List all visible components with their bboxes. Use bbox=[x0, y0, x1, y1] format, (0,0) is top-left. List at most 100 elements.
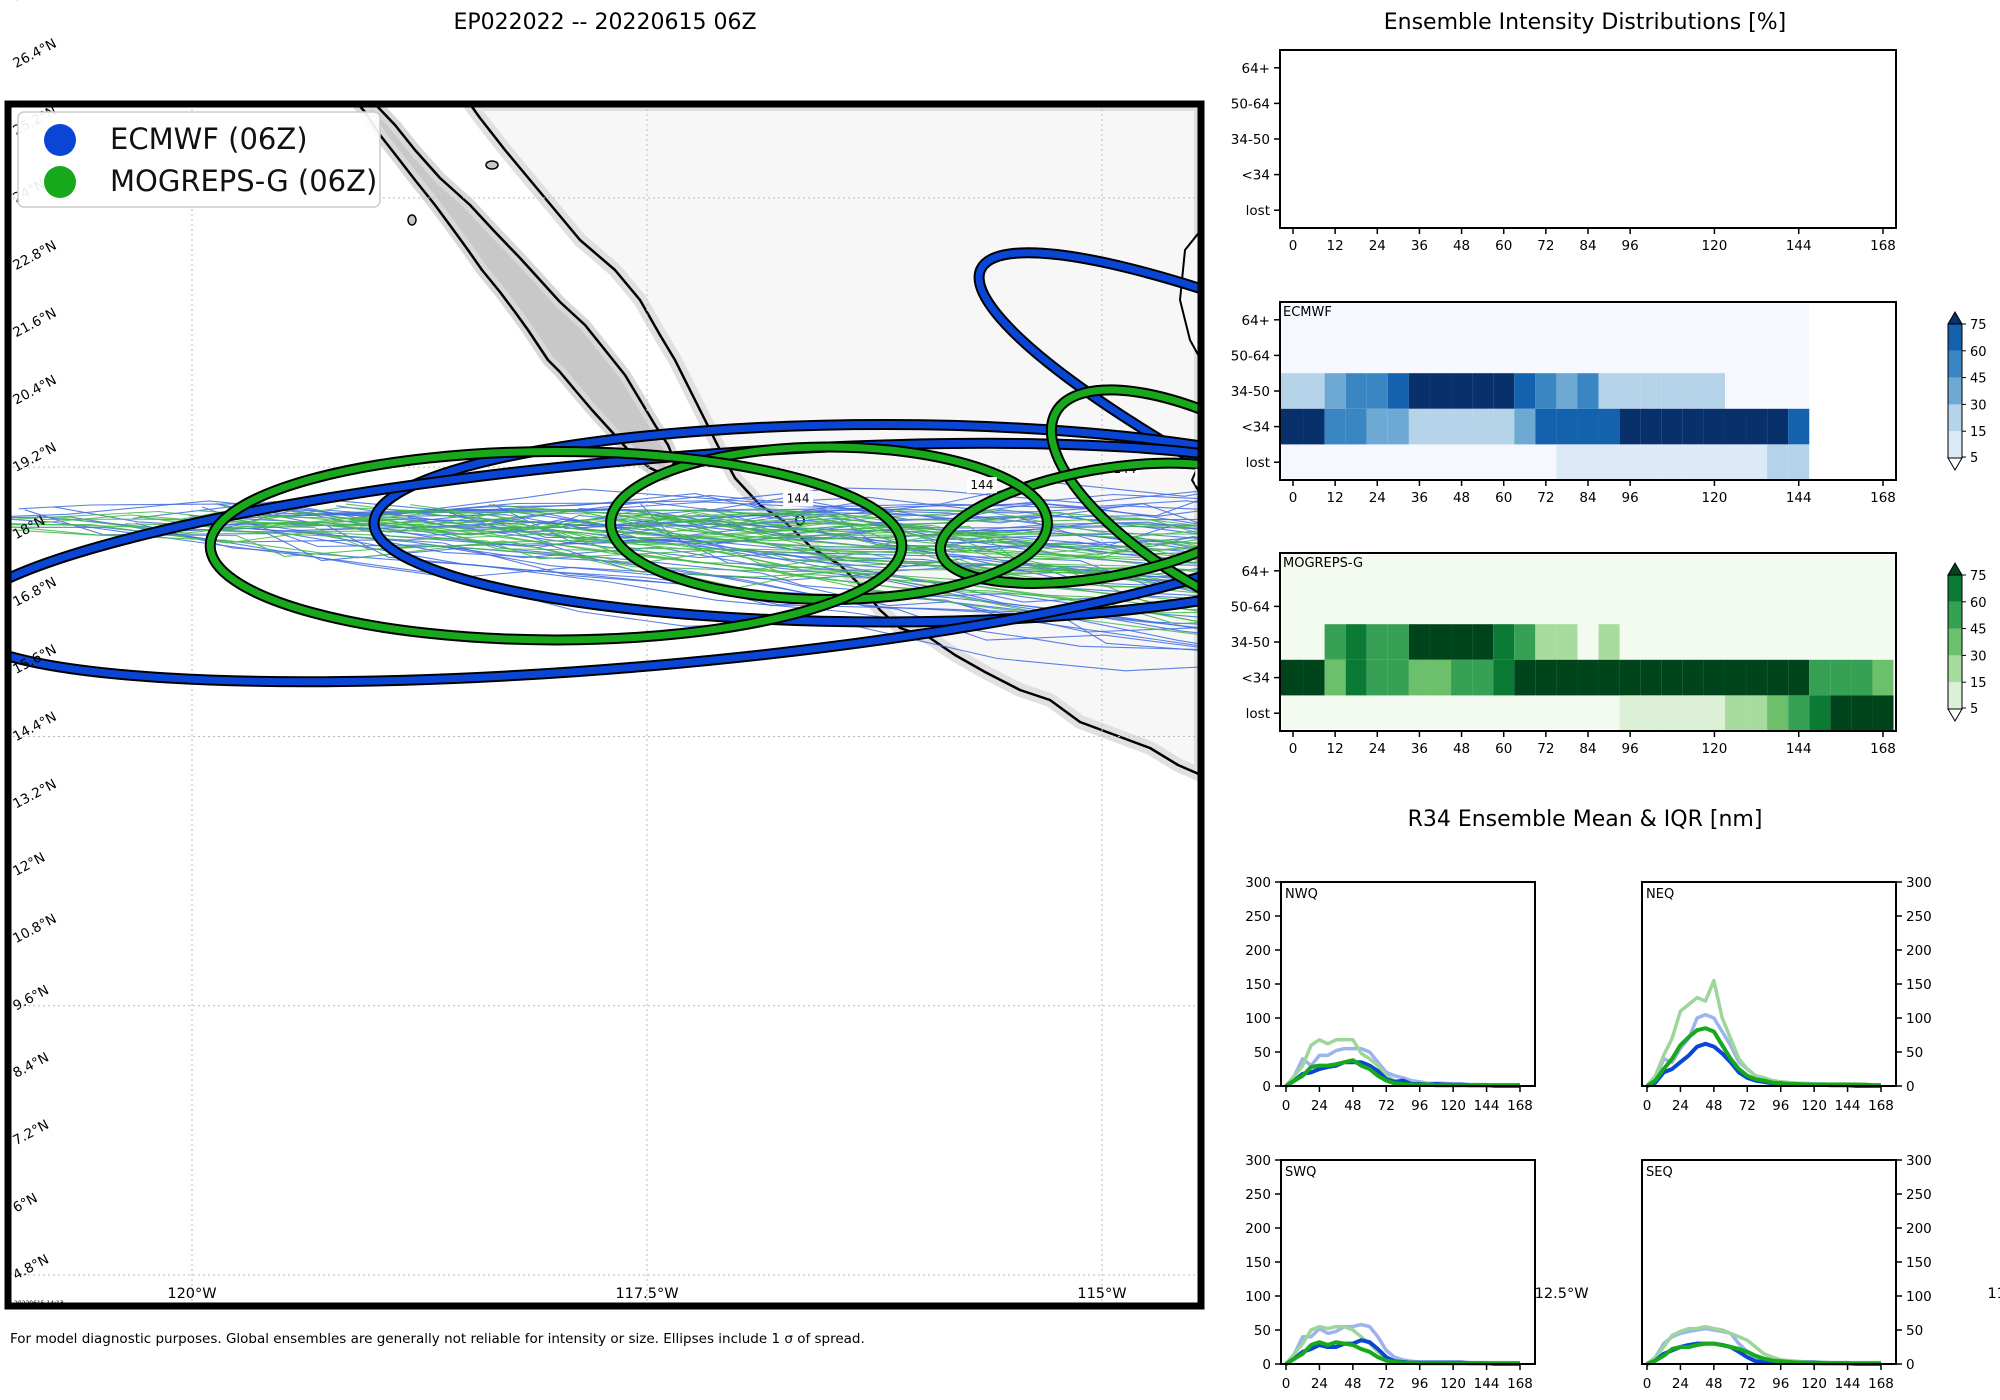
intensity-x-tick: 48 bbox=[1453, 238, 1470, 254]
intensity-x-tick: 0 bbox=[1289, 490, 1298, 506]
intensity-cell bbox=[1872, 659, 1894, 696]
intensity-cell bbox=[1535, 408, 1557, 445]
ellipse-hour-label: 144 bbox=[787, 492, 810, 506]
intensity-x-tick: 144 bbox=[1786, 741, 1812, 757]
intensity-cell bbox=[1281, 373, 1304, 409]
intensity-cell bbox=[1556, 624, 1578, 660]
intensity-cell bbox=[1493, 659, 1515, 696]
r34-x-tick: 24 bbox=[1311, 1098, 1328, 1114]
intensity-cell bbox=[1514, 373, 1536, 409]
intensity-cell bbox=[1493, 373, 1515, 409]
ellipse-ecmwf-120: 120 bbox=[368, 419, 1201, 628]
legend-marker-mogreps bbox=[44, 166, 76, 198]
intensity-cell bbox=[1303, 373, 1325, 409]
r34-x-tick: 0 bbox=[1282, 1376, 1291, 1392]
r34-y-tick: 150 bbox=[1245, 1255, 1271, 1271]
footnote: For model diagnostic purposes. Global en… bbox=[10, 1331, 865, 1347]
lon-labels: 120°W117.5°W115°W112.5°W110°W107.5°W105°… bbox=[167, 1286, 2000, 1302]
intensity-cell bbox=[1661, 659, 1683, 696]
intensity-y-label: 34-50 bbox=[1231, 635, 1270, 651]
intensity-cell bbox=[1451, 624, 1473, 660]
intensity-cell bbox=[1472, 373, 1494, 409]
legend-marker-ecmwf bbox=[44, 124, 76, 156]
intensity-x-tick: 0 bbox=[1289, 238, 1298, 254]
intensity-cell bbox=[1619, 444, 1641, 480]
intensity-cell bbox=[1366, 624, 1388, 660]
r34-quadrant-label: SEQ bbox=[1646, 1165, 1673, 1180]
r34-y-tick: 50 bbox=[1906, 1323, 1923, 1339]
intensity-cell bbox=[1703, 444, 1725, 480]
r34-y-tick: 300 bbox=[1245, 875, 1271, 891]
r34-x-tick: 144 bbox=[1835, 1376, 1861, 1392]
intensity-x-tick: 60 bbox=[1495, 490, 1512, 506]
ellipse-hour-label: 72 bbox=[1827, 521, 1842, 535]
ensemble-track bbox=[274, 521, 1201, 590]
r34-x-tick: 168 bbox=[1868, 1098, 1894, 1114]
r34-y-tick: 200 bbox=[1245, 943, 1271, 959]
r34-y-tick: 100 bbox=[1906, 1289, 1932, 1305]
intensity-cell bbox=[1830, 695, 1852, 731]
intensity-y-label: 64+ bbox=[1242, 564, 1271, 580]
intensity-cell bbox=[1577, 659, 1599, 696]
intensity-cell bbox=[1851, 695, 1873, 731]
intensity-cell bbox=[1556, 659, 1578, 696]
intensity-x-tick: 168 bbox=[1870, 741, 1896, 757]
intensity-panel-ecmwf: ECMWF 64+ 50-64 34-50 <34 lost 0 12 24 36 48 60 72 84… bbox=[1231, 301, 1987, 506]
intensity-x-tick: 12 bbox=[1327, 741, 1344, 757]
ensemble-track bbox=[227, 510, 1201, 553]
r34-x-tick: 48 bbox=[1705, 1376, 1722, 1392]
r34-panel-swq: SWQ 0 50 100 150 200 250 300 0 24 48 72 96 120 144 168 bbox=[1245, 1153, 1536, 1392]
intensity-y-label: 50-64 bbox=[1231, 599, 1270, 615]
intensity-cell bbox=[1472, 408, 1494, 445]
intensity-cell bbox=[1682, 444, 1704, 480]
intensity-x-tick: 24 bbox=[1369, 741, 1386, 757]
intensity-cell bbox=[1535, 373, 1557, 409]
intensity-cell bbox=[1366, 659, 1388, 696]
intensity-cell bbox=[1724, 408, 1747, 445]
intensity-cell bbox=[1872, 695, 1894, 731]
intensity-cell bbox=[1345, 373, 1367, 409]
ensemble-track bbox=[681, 509, 1201, 537]
intensity-cell bbox=[1451, 373, 1473, 409]
intensity-cell bbox=[1640, 408, 1662, 445]
ensemble-track bbox=[604, 515, 1201, 574]
intensity-cell bbox=[1661, 373, 1683, 409]
colorbar-tick: 15 bbox=[1970, 425, 1987, 440]
r34-x-tick: 72 bbox=[1739, 1098, 1756, 1114]
ensemble-track bbox=[606, 508, 1201, 535]
intensity-cell bbox=[1324, 659, 1346, 696]
intensity-x-tick: 96 bbox=[1622, 490, 1639, 506]
lon-label: 110°W bbox=[1987, 1286, 2000, 1302]
intensity-cell bbox=[1387, 408, 1409, 445]
ensemble-track bbox=[463, 510, 1201, 555]
ensemble-track bbox=[541, 514, 1201, 556]
r34-x-tick: 24 bbox=[1311, 1376, 1328, 1392]
ellipse-ecmwf-96: 96 bbox=[973, 247, 1201, 676]
colorbar-tick: 5 bbox=[1970, 702, 1978, 717]
r34-y-tick: 200 bbox=[1906, 1221, 1932, 1237]
ensemble-track bbox=[36, 515, 1201, 647]
intensity-cell bbox=[1682, 695, 1704, 731]
r34-y-tick: 50 bbox=[1254, 1323, 1271, 1339]
ensemble-track bbox=[360, 518, 1201, 597]
intensity-cell bbox=[1598, 444, 1620, 480]
intensity-x-tick: 72 bbox=[1537, 741, 1554, 757]
intensity-x-tick: 84 bbox=[1579, 741, 1596, 757]
intensity-cell bbox=[1661, 695, 1683, 731]
intensity-cell bbox=[1746, 444, 1768, 480]
colorbar-tick: 60 bbox=[1970, 596, 1987, 611]
intensity-cell bbox=[1324, 408, 1346, 445]
r34-x-tick: 48 bbox=[1705, 1098, 1722, 1114]
intensity-cell bbox=[1809, 695, 1831, 731]
intensity-x-tick: 36 bbox=[1411, 741, 1428, 757]
r34-x-tick: 48 bbox=[1344, 1098, 1361, 1114]
ensemble-track bbox=[132, 488, 1201, 519]
intensity-cell bbox=[1661, 408, 1683, 445]
intensity-cell bbox=[1640, 659, 1662, 696]
colorbar-tick: 5 bbox=[1970, 451, 1978, 466]
r34-y-tick: 250 bbox=[1245, 909, 1271, 925]
intensity-cell bbox=[1556, 444, 1578, 480]
r34-y-tick: 300 bbox=[1906, 1153, 1932, 1169]
r34-y-tick: 50 bbox=[1254, 1045, 1271, 1061]
